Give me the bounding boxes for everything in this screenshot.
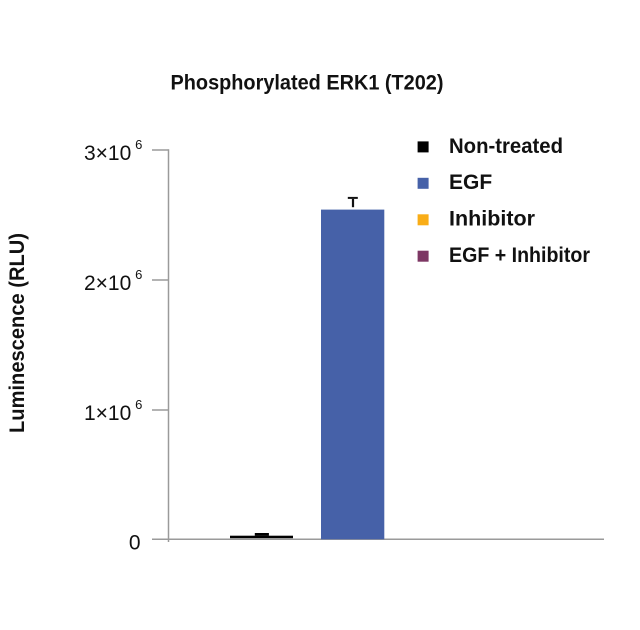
svg-text:Inhibitor: Inhibitor bbox=[449, 208, 535, 231]
svg-text:EGF: EGF bbox=[449, 171, 492, 194]
svg-text:Phosphorylated ERK1 (T202): Phosphorylated ERK1 (T202) bbox=[171, 72, 444, 95]
svg-text:6: 6 bbox=[135, 137, 142, 152]
svg-text:1×10: 1×10 bbox=[84, 402, 131, 425]
svg-text:6: 6 bbox=[135, 267, 142, 282]
svg-text:6: 6 bbox=[135, 397, 142, 412]
svg-text:EGF + Inhibitor: EGF + Inhibitor bbox=[449, 244, 590, 267]
svg-text:0: 0 bbox=[129, 531, 141, 554]
svg-text:Non-treated: Non-treated bbox=[449, 135, 563, 158]
svg-text:2×10: 2×10 bbox=[84, 272, 131, 295]
svg-text:3×10: 3×10 bbox=[84, 142, 131, 165]
svg-text:Luminescence (RLU): Luminescence (RLU) bbox=[6, 233, 29, 433]
